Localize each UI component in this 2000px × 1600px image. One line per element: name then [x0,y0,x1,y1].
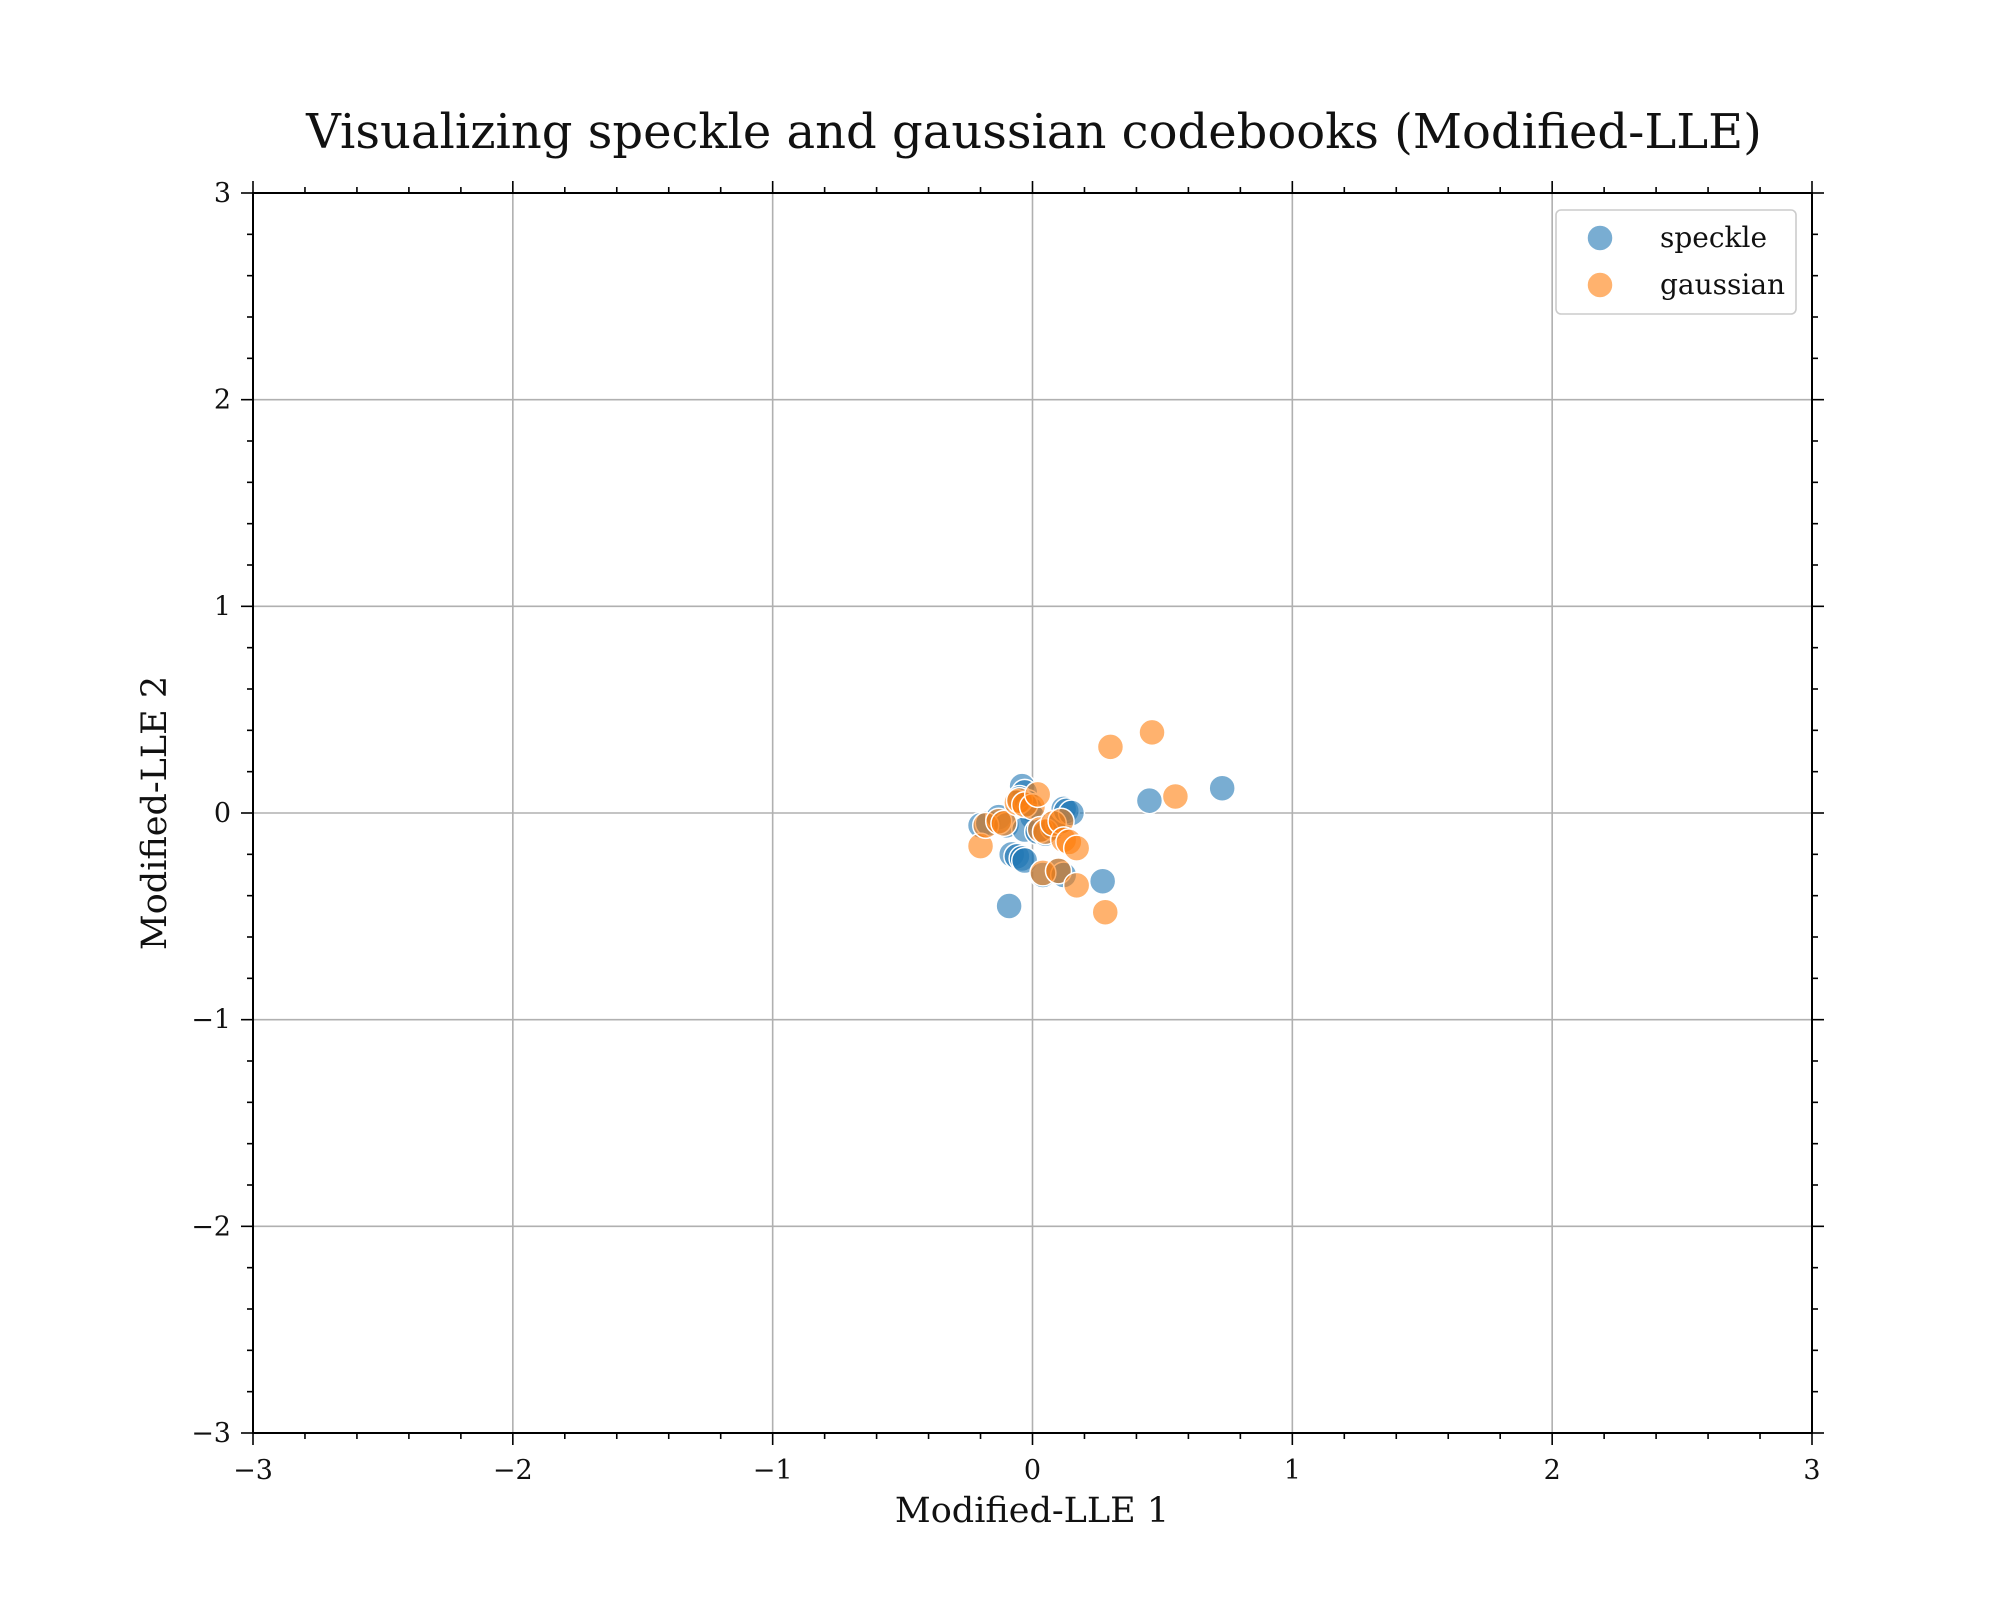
gaussian-point [1023,780,1052,809]
y-tick-label: −3 [191,1418,231,1449]
legend-marker-speckle [1586,224,1614,252]
gaussian-point [1062,871,1091,900]
gaussian-point [1044,857,1073,885]
x-tick-label: 2 [1544,1455,1561,1486]
y-tick-label: 2 [214,385,231,416]
y-tick-label: −2 [191,1211,231,1242]
x-tick-label: −1 [753,1455,793,1486]
x-tick-labels: −3 −2 −1 0 1 2 3 [233,1455,1821,1486]
chart-title: Visualizing speckle and gaussian codeboo… [305,104,1762,160]
y-tick-label: 3 [214,178,231,209]
gaussian-point [1161,782,1190,811]
gaussian-point [1091,898,1120,926]
gaussian-point [990,809,1018,838]
y-tick-label: −1 [191,1005,231,1036]
data-points [966,718,1236,926]
speckle-point [1088,867,1117,895]
legend-label-speckle: speckle [1660,221,1767,254]
x-tick-label: 0 [1024,1455,1041,1486]
legend-marker-gaussian [1586,271,1614,299]
y-axis-label: Modified-LLE 2 [135,676,175,950]
gaussian-point [1062,834,1091,862]
y-tick-label: 0 [214,798,231,829]
x-tick-label: −2 [493,1455,533,1486]
legend-box [1555,209,1797,315]
speckle-point [995,892,1023,920]
gaussian-point [1138,718,1166,747]
x-tick-label: 3 [1803,1455,1820,1486]
speckle-point [1135,786,1164,815]
series-gaussian [966,718,1190,926]
y-tick-labels: −3 −2 −1 0 1 2 3 [191,178,231,1449]
y-tick-label: 1 [214,591,231,622]
x-tick-label: 1 [1284,1455,1301,1486]
legend-label-gaussian: gaussian [1660,268,1785,301]
x-axis-label: Modified-LLE 1 [895,1491,1169,1531]
legend: speckle gaussian [1555,209,1797,315]
speckle-point [1208,774,1236,802]
gaussian-point [1096,733,1125,761]
axis-ticks [241,181,1824,1445]
x-tick-label: −3 [233,1455,273,1486]
